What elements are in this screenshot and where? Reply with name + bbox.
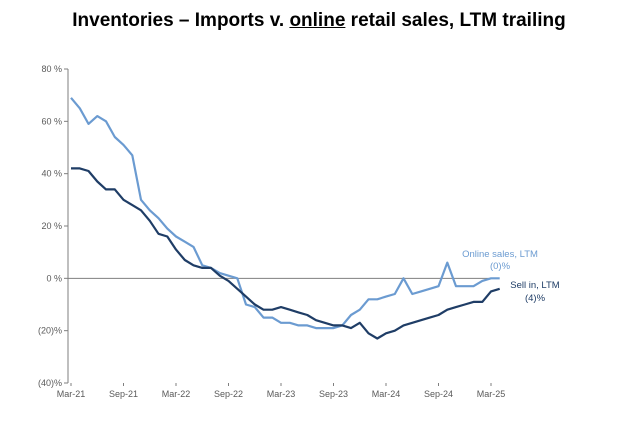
title-part-1: Inventories – Imports v. [72,10,290,31]
x-tick-label: Mar-25 [477,389,506,399]
x-tick-label: Mar-24 [372,389,401,399]
x-tick-label: Sep-23 [319,389,348,399]
y-tick-label: (40)% [38,378,62,388]
chart-title: Inventories – Imports v. online retail s… [0,10,638,32]
x-tick-label: Mar-22 [162,389,191,399]
y-tick-label: 60 % [41,116,62,126]
series-line-sell-in [71,167,501,340]
y-tick-label: 40 % [41,169,62,179]
title-part-3: retail sales, LTM trailing [345,10,566,31]
online-sales-label: Online sales, LTM [462,249,538,260]
series-lines [70,97,501,340]
series-line-online-sales [70,97,500,330]
y-axis-ticks: 80 % 60 % 40 % 20 % 0 % (20)% (40)% [38,64,68,388]
online-sales-end-value: (0)% [490,261,511,272]
chart-axes [67,69,498,383]
title-part-2: online [289,10,346,31]
y-tick-label: (20)% [38,326,62,336]
x-tick-label: Mar-23 [267,389,296,399]
x-axis-ticks: Mar-21 Sep-21 Mar-22 Sep-22 Mar-23 Sep-23 Mar-… [57,383,506,399]
y-tick-label: 0 % [46,273,62,283]
x-tick-label: Sep-22 [214,389,243,399]
x-tick-label: Sep-24 [424,389,453,399]
x-tick-label: Sep-21 [109,389,138,399]
sell-in-label: Sell in, LTM [510,280,560,291]
series-labels: Online sales, LTM(0)% Sell in, LTM (4)% [462,249,560,304]
y-tick-label: 80 % [41,64,62,74]
y-tick-label: 20 % [41,221,62,231]
sell-in-end-value: (4)% [525,293,546,304]
x-tick-label: Mar-21 [57,389,86,399]
